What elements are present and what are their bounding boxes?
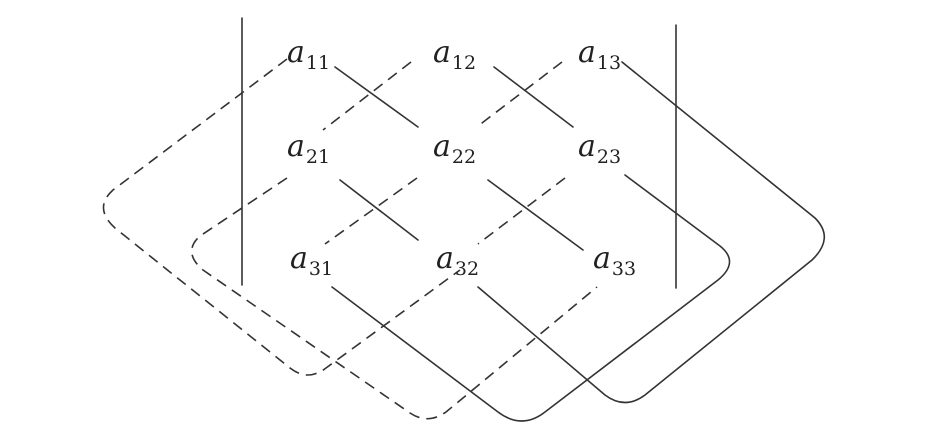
element-a22: a22 bbox=[433, 129, 477, 168]
dashed-loop-a11-a23-a32 bbox=[102, 58, 461, 376]
element-a11: a11 bbox=[287, 35, 331, 74]
dashed-segment-a23-a32 bbox=[477, 177, 566, 245]
solid-loop-a23-a31 bbox=[331, 174, 731, 422]
solid-segment-a22-a33 bbox=[487, 179, 584, 251]
element-a32: a32 bbox=[436, 241, 480, 280]
element-a21: a21 bbox=[287, 129, 331, 168]
solid-loop-a13-a21-a32 bbox=[477, 61, 826, 404]
solid-segment-a12-a23 bbox=[493, 66, 574, 128]
dashed-segment-a22-a31 bbox=[324, 177, 418, 245]
dashed-segment-a12-a21 bbox=[322, 61, 412, 131]
element-a33: a33 bbox=[593, 241, 637, 280]
solid-segment-a11-a22 bbox=[334, 66, 419, 128]
element-a31: a31 bbox=[290, 241, 334, 280]
element-a12: a12 bbox=[433, 35, 477, 74]
dashed-segment-a13-a22 bbox=[477, 61, 563, 127]
element-a13: a13 bbox=[578, 35, 622, 74]
dashed-loop-a21-a33 bbox=[190, 177, 598, 420]
element-a23: a23 bbox=[578, 129, 622, 168]
solid-segment-a21-a32 bbox=[339, 179, 419, 241]
